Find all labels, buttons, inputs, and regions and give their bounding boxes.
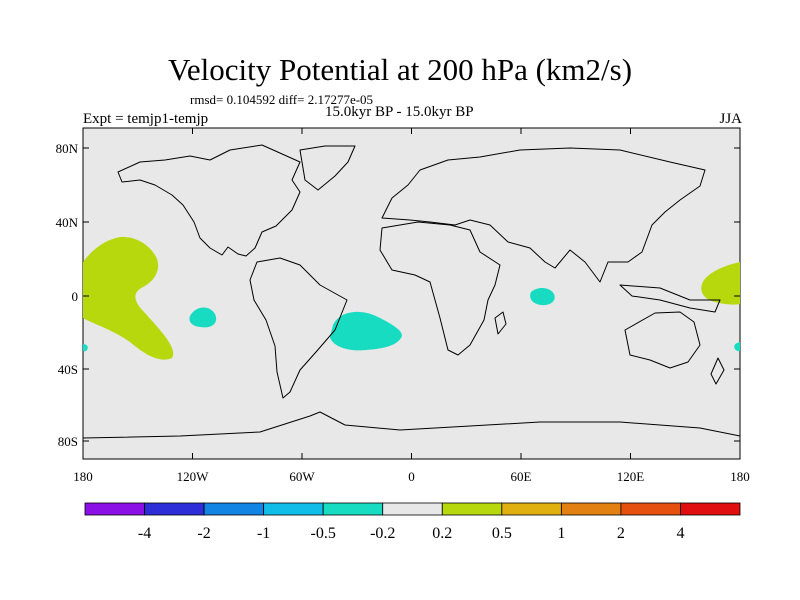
season-text: JJA [719, 111, 742, 127]
colorbar-label: 1 [557, 525, 565, 542]
coastline-south-america [249, 257, 348, 399]
region-south-atlantic-negative [330, 311, 402, 351]
colorbar-swatch [322, 502, 384, 516]
colorbar-label: -1 [257, 525, 270, 542]
colorbar-swatch [441, 502, 503, 516]
colorbar-swatch [382, 502, 443, 516]
colorbar-swatch [501, 502, 562, 516]
colorbar-swatch [203, 502, 265, 516]
plot-title: Velocity Potential at 200 hPa (km2/s) [167, 52, 633, 87]
region-central-pacific-positive [83, 236, 174, 360]
experiment-text: Expt = temjp1-temjp [83, 111, 209, 127]
colorbar-label: 0.2 [432, 525, 452, 542]
colorbar-label: -2 [197, 525, 210, 542]
coastlines [82, 144, 741, 439]
colorbar-swatch [620, 502, 681, 516]
coastline-new-zealand [710, 357, 725, 385]
coastline-greenland [299, 145, 356, 191]
lat-tick-label: 80N [56, 141, 79, 156]
colorbar-swatch [84, 502, 145, 516]
lon-tick-label: 0 [408, 469, 415, 484]
colorbar-swatch [144, 502, 205, 516]
anomaly-regions [83, 236, 740, 360]
colorbar-label: -0.2 [370, 525, 395, 542]
region-edge-negative-west [83, 344, 88, 352]
lon-tick-label: 60W [289, 469, 315, 484]
coastline-madagascar [494, 311, 507, 335]
colorbar-label: -0.5 [311, 525, 336, 542]
region-edge-negative-east [734, 342, 740, 352]
lat-tick-label: 80S [58, 434, 78, 449]
lat-tick-label: 40N [56, 215, 79, 230]
lon-tick-label: 120E [617, 469, 645, 484]
lon-tick-label: 120W [177, 469, 210, 484]
lat-tick-label: 40S [58, 362, 78, 377]
colorbar-label: 0.5 [492, 525, 512, 542]
coastline-africa [379, 221, 501, 356]
region-indian-ocean-negative [530, 288, 555, 306]
lon-tick-label: 60E [511, 469, 532, 484]
coastline-eurasia [381, 147, 706, 283]
coastline-australia [624, 311, 701, 369]
colorbar-label: 4 [676, 525, 684, 542]
lat-tick-label: 0 [72, 289, 79, 304]
region-east-pacific-negative [189, 307, 217, 328]
latitude-axis: 80N 40N 0 40S 80S [56, 141, 740, 449]
period-text: 15.0kyr BP - 15.0kyr BP [325, 104, 474, 120]
map-background [82, 127, 741, 460]
colorbar-swatch [263, 502, 324, 516]
colorbar: -4 -2 -1 -0.5 -0.2 0.2 0.5 1 2 4 [84, 502, 741, 542]
region-west-pacific-positive [701, 262, 740, 305]
stats-text: rmsd= 0.104592 diff= 2.17277e-05 [190, 92, 374, 107]
lon-tick-label: 180 [730, 469, 750, 484]
longitude-axis: 180 120W 60W 0 60E 120E 180 [73, 128, 750, 484]
colorbar-swatch [680, 502, 741, 516]
coastline-north-america [117, 144, 301, 257]
colorbar-swatch [560, 502, 622, 516]
colorbar-label: 2 [617, 525, 625, 542]
colorbar-label: -4 [138, 525, 151, 542]
lon-tick-label: 180 [73, 469, 93, 484]
coastline-southeast-asia [619, 284, 721, 313]
coastline-antarctica [82, 411, 741, 439]
